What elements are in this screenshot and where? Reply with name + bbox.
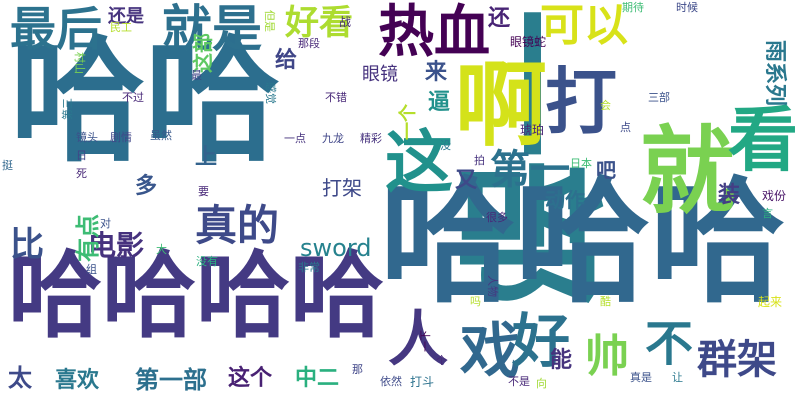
- word: 时候: [676, 1, 698, 14]
- word: 第三: [61, 98, 74, 120]
- word: 向: [536, 377, 547, 390]
- word: 吗: [470, 295, 481, 308]
- word: 不是: [508, 375, 530, 388]
- word: 琥珀: [520, 123, 545, 137]
- word: 给: [275, 48, 298, 73]
- word: 哈哈: [10, 23, 280, 180]
- word: 装: [718, 183, 741, 208]
- word: 不过: [122, 91, 144, 104]
- word: 戏: [460, 317, 520, 387]
- word: 剧情: [110, 131, 132, 144]
- word: 村山: [73, 52, 86, 74]
- word: 雨系列: [762, 40, 787, 107]
- word: 就是: [162, 0, 262, 58]
- word: 日本: [570, 157, 592, 170]
- word: 让: [672, 371, 683, 384]
- word: 人物: [486, 275, 499, 297]
- word: 精彩: [360, 132, 382, 145]
- word: 打斗: [410, 375, 435, 389]
- word: 有点: [74, 214, 102, 262]
- word: 眼镜蛇: [510, 35, 547, 49]
- word: 组: [86, 263, 97, 276]
- word: 要: [198, 185, 209, 198]
- word: 但是: [263, 10, 276, 32]
- word: 点: [620, 121, 631, 134]
- word: 那: [352, 363, 363, 376]
- word: 真是: [630, 371, 652, 384]
- word: 一下: [419, 330, 432, 352]
- word: 热血: [378, 0, 490, 65]
- word: 期待: [622, 1, 644, 14]
- word: 真的: [195, 201, 280, 250]
- word: 人: [388, 305, 448, 375]
- word: 来: [425, 60, 448, 85]
- word: 看: [728, 99, 798, 181]
- word: 三部: [648, 91, 670, 104]
- word: 挺: [2, 159, 13, 172]
- word: 非常: [298, 261, 320, 274]
- word: 中二: [295, 366, 340, 391]
- word: 打架: [322, 176, 362, 200]
- word: 起来: [758, 295, 783, 309]
- word: 就: [640, 117, 736, 227]
- word: 好看: [285, 3, 353, 43]
- word: 感觉: [264, 82, 277, 104]
- word: 好: [512, 307, 571, 375]
- word: 电影: [88, 229, 145, 262]
- word: 民工: [110, 21, 132, 34]
- word: 最: [191, 69, 202, 82]
- word: 战: [339, 15, 352, 29]
- word: 一点: [284, 132, 306, 145]
- word: 能: [550, 348, 573, 373]
- word: 大: [156, 243, 167, 256]
- word: 拍: [474, 154, 485, 167]
- word: 哈哈哈: [380, 164, 785, 321]
- word: 太: [8, 364, 32, 392]
- word: 戏份: [762, 189, 787, 203]
- word: 啊: [455, 52, 548, 159]
- word: 逼: [428, 90, 451, 115]
- word: 日: [76, 149, 87, 162]
- word: 一个: [398, 104, 419, 140]
- word: 多: [135, 174, 158, 199]
- word: 吧: [596, 158, 616, 182]
- word: 这个: [228, 366, 273, 391]
- word: 对: [100, 217, 111, 230]
- word: 不错: [325, 91, 347, 104]
- word: 镜头: [76, 131, 98, 144]
- word: 酷: [600, 295, 611, 308]
- word: 还: [488, 6, 511, 31]
- word: 言: [762, 207, 773, 220]
- word: 会: [600, 99, 611, 112]
- word: 个: [436, 354, 447, 367]
- word: 这: [385, 124, 454, 203]
- word: 打: [545, 60, 618, 144]
- word: 那段: [298, 37, 320, 50]
- word: 可以: [540, 0, 628, 51]
- word: 没有: [196, 255, 218, 268]
- word: 最后: [10, 2, 102, 56]
- word: 比: [10, 225, 44, 265]
- word: 没: [440, 139, 451, 152]
- word: sword: [300, 234, 372, 262]
- word: 帅: [585, 331, 629, 382]
- word: 很多: [486, 211, 508, 224]
- word: 第一部: [135, 366, 207, 394]
- word: 眼镜: [362, 64, 398, 85]
- word: 又: [455, 168, 478, 193]
- word: 喜欢: [55, 368, 100, 393]
- word: 还是: [108, 6, 144, 27]
- word: 不: [645, 316, 694, 372]
- word: 依然: [380, 375, 402, 388]
- word: 动作: [545, 188, 585, 212]
- word: 上: [195, 145, 218, 170]
- word: 九龙: [322, 132, 344, 145]
- word: 这部: [191, 33, 215, 73]
- word: 死: [76, 167, 87, 180]
- word: 第一: [490, 147, 570, 193]
- word: 虽然: [150, 129, 172, 142]
- word: 哈哈哈哈: [8, 242, 385, 351]
- word: 群架: [697, 337, 777, 383]
